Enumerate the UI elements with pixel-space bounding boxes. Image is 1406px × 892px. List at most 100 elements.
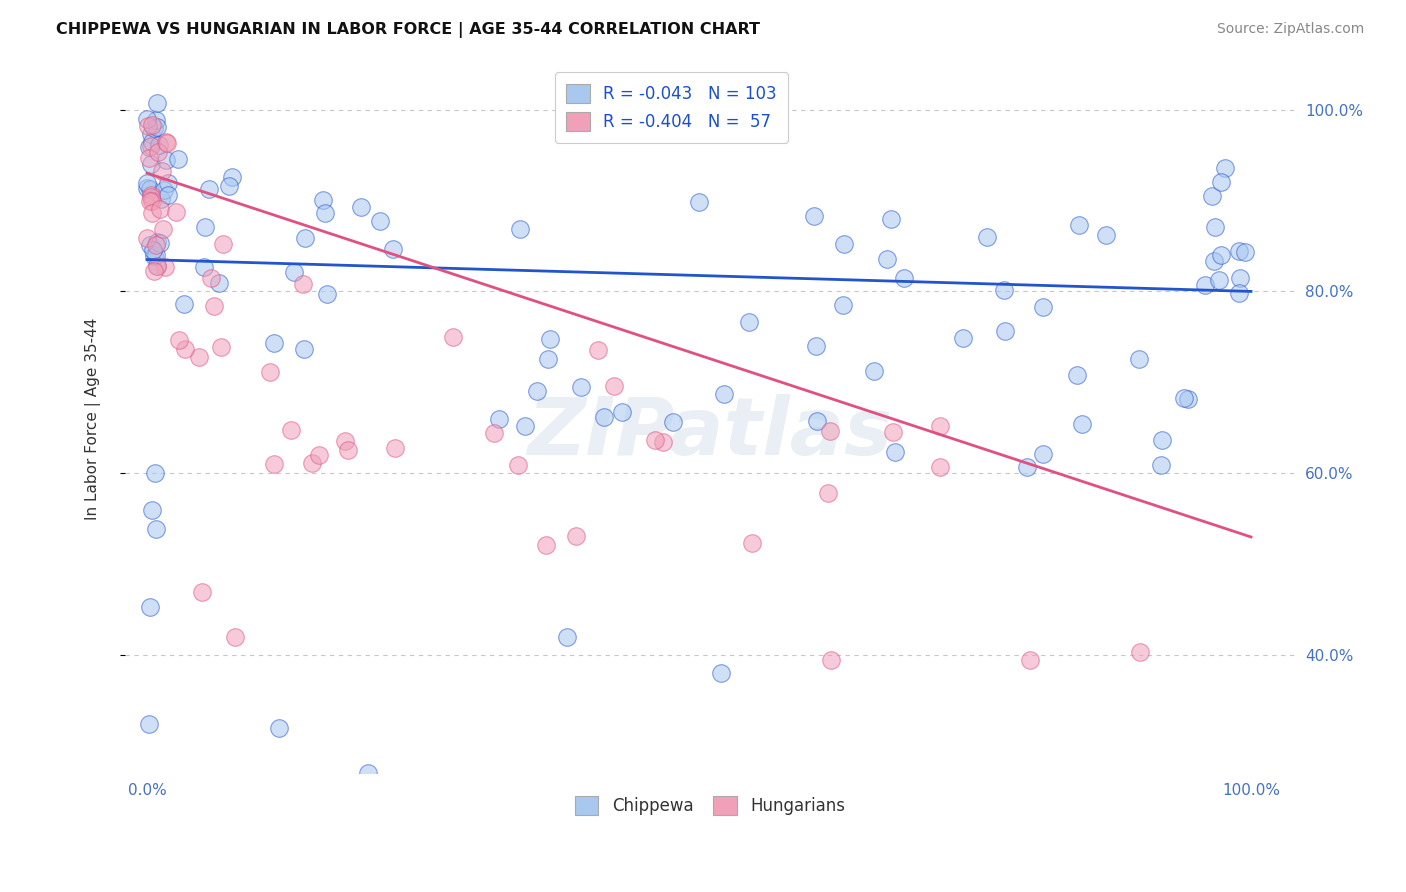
- Point: [194, 220, 217, 235]
- Point: [333, 434, 356, 448]
- Point: [200, 271, 222, 285]
- Point: [263, 335, 285, 350]
- Point: [832, 236, 855, 251]
- Point: [1066, 368, 1088, 382]
- Point: [142, 243, 165, 257]
- Point: [141, 194, 163, 209]
- Point: [204, 299, 226, 313]
- Point: [138, 151, 160, 165]
- Point: [1208, 273, 1230, 287]
- Point: [146, 259, 169, 273]
- Point: [863, 364, 886, 378]
- Point: [292, 277, 315, 291]
- Point: [167, 333, 190, 347]
- Text: CHIPPEWA VS HUNGARIAN IN LABOR FORCE | AGE 35-44 CORRELATION CHART: CHIPPEWA VS HUNGARIAN IN LABOR FORCE | A…: [56, 22, 761, 38]
- Point: [141, 118, 163, 132]
- Point: [145, 113, 167, 128]
- Point: [803, 209, 825, 223]
- Point: [173, 297, 195, 311]
- Point: [312, 194, 335, 208]
- Point: [880, 212, 903, 227]
- Point: [136, 120, 159, 134]
- Point: [191, 584, 214, 599]
- Point: [145, 248, 167, 262]
- Point: [538, 332, 561, 346]
- Point: [1150, 458, 1173, 472]
- Point: [212, 237, 235, 252]
- Point: [139, 181, 162, 195]
- Point: [165, 204, 187, 219]
- Point: [153, 260, 176, 274]
- Point: [1204, 219, 1226, 234]
- Point: [1032, 300, 1054, 314]
- Point: [292, 342, 315, 356]
- Point: [1152, 434, 1174, 448]
- Point: [893, 270, 915, 285]
- Point: [610, 405, 633, 419]
- Point: [209, 340, 232, 354]
- Point: [156, 136, 179, 150]
- Point: [357, 766, 380, 780]
- Point: [221, 170, 243, 185]
- Point: [1129, 645, 1152, 659]
- Point: [149, 193, 172, 207]
- Point: [651, 435, 673, 450]
- Point: [817, 486, 839, 500]
- Point: [152, 221, 174, 235]
- Text: ZIPatlas: ZIPatlas: [527, 394, 893, 472]
- Point: [136, 231, 159, 245]
- Point: [488, 412, 510, 426]
- Point: [883, 445, 905, 459]
- Point: [806, 414, 828, 428]
- Point: [555, 630, 578, 644]
- Point: [146, 145, 169, 160]
- Point: [174, 342, 197, 356]
- Point: [294, 231, 316, 245]
- Point: [152, 183, 174, 197]
- Point: [804, 339, 827, 353]
- Point: [141, 205, 163, 219]
- Point: [569, 380, 592, 394]
- Point: [145, 96, 167, 111]
- Point: [1229, 270, 1251, 285]
- Point: [280, 423, 302, 437]
- Point: [929, 419, 952, 434]
- Point: [139, 599, 162, 614]
- Point: [193, 260, 215, 275]
- Point: [1233, 245, 1256, 260]
- Point: [167, 152, 190, 166]
- Point: [143, 121, 166, 136]
- Point: [283, 265, 305, 279]
- Point: [534, 538, 557, 552]
- Point: [1019, 653, 1042, 667]
- Point: [603, 379, 626, 393]
- Point: [156, 177, 179, 191]
- Point: [145, 238, 167, 252]
- Point: [155, 135, 177, 149]
- Point: [150, 164, 173, 178]
- Point: [515, 418, 537, 433]
- Point: [208, 277, 231, 291]
- Point: [141, 502, 163, 516]
- Point: [741, 535, 763, 549]
- Point: [1202, 253, 1225, 268]
- Point: [149, 235, 172, 250]
- Point: [1194, 277, 1216, 292]
- Point: [1095, 228, 1118, 243]
- Point: [139, 238, 162, 252]
- Point: [710, 666, 733, 681]
- Point: [146, 235, 169, 249]
- Point: [482, 426, 505, 441]
- Point: [381, 243, 404, 257]
- Point: [952, 331, 974, 345]
- Point: [146, 120, 169, 134]
- Point: [588, 343, 610, 357]
- Point: [314, 206, 336, 220]
- Point: [139, 139, 162, 153]
- Point: [506, 458, 529, 472]
- Point: [138, 139, 160, 153]
- Y-axis label: In Labor Force | Age 35-44: In Labor Force | Age 35-44: [86, 318, 101, 520]
- Point: [1069, 218, 1091, 232]
- Point: [136, 176, 159, 190]
- Point: [713, 386, 735, 401]
